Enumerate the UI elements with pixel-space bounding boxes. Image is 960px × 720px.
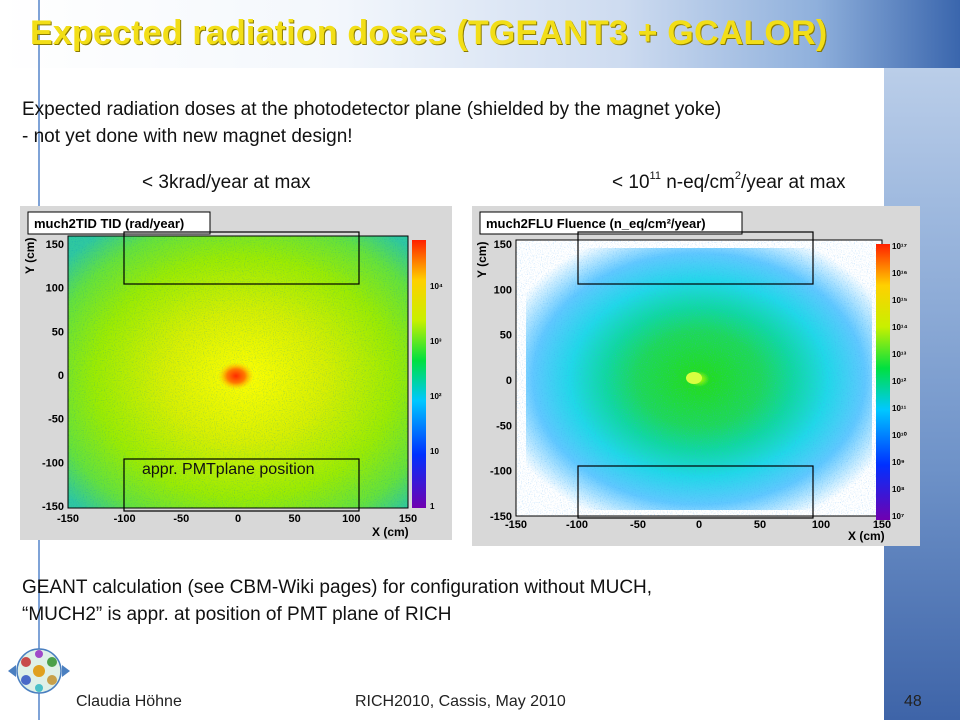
y-tick-label: 50 xyxy=(52,326,64,338)
palette-label: 10¹⁴ xyxy=(892,323,908,332)
y-tick-label: -150 xyxy=(490,511,512,523)
right-label-unit-exponent: 2 xyxy=(734,169,741,182)
palette-bar xyxy=(412,240,426,508)
y-tick-label: -100 xyxy=(490,466,512,478)
x-tick-label: -100 xyxy=(114,513,136,525)
x-tick-label: 50 xyxy=(289,513,301,525)
footer-event: RICH2010, Cassis, May 2010 xyxy=(355,693,566,710)
pmt-plane-box-bottom xyxy=(123,458,360,512)
histogram-title-box xyxy=(27,211,211,235)
palette-label: 10¹⁷ xyxy=(892,242,907,251)
palette-label: 10⁸ xyxy=(892,485,905,494)
x-tick-labels: -150 -100 -50 0 50 100 150 xyxy=(57,513,417,525)
palette-label: 10¹⁵ xyxy=(892,296,908,305)
right-label-middle: n-eq/cm xyxy=(660,172,735,193)
palette-label: 10 xyxy=(430,447,439,456)
plot-frame xyxy=(67,235,409,509)
slide-title: Expected radiation doses (TGEANT3 + GCAL… xyxy=(30,14,828,52)
right-label-exponent: 11 xyxy=(649,169,661,182)
title-bar xyxy=(0,0,960,68)
x-tick-label: 100 xyxy=(342,513,360,525)
palette-label: 10⁷ xyxy=(892,512,904,521)
x-tick-label: -50 xyxy=(173,513,189,525)
histogram-title: much2FLU Fluence (n_eq/cm²/year) xyxy=(486,216,706,231)
palette-label: 1 xyxy=(430,502,435,511)
palette-label: 10² xyxy=(430,392,442,401)
y-tick-label: 0 xyxy=(58,370,64,382)
fluence-histogram: much2FLU Fluence (n_eq/cm²/year) 10¹⁷ 10¹… xyxy=(472,206,920,546)
palette-label: 10¹³ xyxy=(892,350,907,359)
histogram-title-box xyxy=(479,211,743,235)
palette-bar xyxy=(876,244,890,520)
cbm-logo xyxy=(6,640,72,707)
palette-labels: 10¹⁷ 10¹⁶ 10¹⁵ 10¹⁴ 10¹³ 10¹² 10¹¹ 10¹⁰ 10⁹ 10⁸ 10… xyxy=(892,242,908,521)
x-axis-label: X (cm) xyxy=(372,525,409,539)
tid-hotspot xyxy=(218,362,254,390)
tid-histogram-svg: much2TID TID (rad/year) 10⁴ 10³ 10² 10 1 -15… xyxy=(20,206,452,540)
histogram-title: much2TID TID (rad/year) xyxy=(34,216,184,231)
intro-line-1: Expected radiation doses at the photodet… xyxy=(22,99,722,120)
y-tick-labels: 150 100 50 0 -50 -100 -150 xyxy=(42,239,64,513)
palette-label: 10¹¹ xyxy=(892,404,907,413)
x-tick-label: -150 xyxy=(57,513,79,525)
footer-page-number: 48 xyxy=(904,693,922,710)
note-line-1: GEANT calculation (see CBM-Wiki pages) f… xyxy=(22,577,653,598)
palette-label: 10³ xyxy=(430,337,442,346)
palette-label: 10¹⁶ xyxy=(892,269,908,278)
x-tick-label: 150 xyxy=(399,513,417,525)
palette-label: 10¹² xyxy=(892,377,907,386)
x-tick-label: -50 xyxy=(630,519,646,531)
cbm-logo-icon xyxy=(8,648,70,694)
y-tick-label: -100 xyxy=(42,457,64,469)
note-line-2: “MUCH2” is appr. at position of PMT plan… xyxy=(22,604,452,625)
y-tick-label: 0 xyxy=(506,375,512,387)
y-axis-label: Y (cm) xyxy=(23,238,37,274)
fluence-histogram-svg: much2FLU Fluence (n_eq/cm²/year) 10¹⁷10¹… xyxy=(472,206,920,546)
x-tick-label: 0 xyxy=(696,519,702,531)
y-tick-label: 100 xyxy=(494,284,512,296)
y-tick-label: 150 xyxy=(46,239,64,251)
pmt-plane-box-top xyxy=(577,231,814,285)
fluence-center-spot xyxy=(686,372,702,384)
pmt-plane-callout: appr. PMTplane position xyxy=(142,461,315,478)
x-tick-label: -100 xyxy=(566,519,588,531)
right-plot-label: < 1011 n-eq/cm2/year at max xyxy=(612,169,846,194)
palette-label: 10⁹ xyxy=(892,458,905,467)
x-tick-label: -150 xyxy=(505,519,527,531)
pmt-plane-box-top xyxy=(123,231,360,285)
tid-histogram: much2TID TID (rad/year) 10⁴ 10³ 10² 10 1 -15… xyxy=(20,206,452,540)
y-axis-label: Y (cm) xyxy=(475,242,489,278)
x-axis-label: X (cm) xyxy=(848,529,885,543)
y-tick-label: -50 xyxy=(496,420,512,432)
y-tick-labels: 150 100 50 0 -50 -100 -150 xyxy=(490,239,512,523)
palette-label: 10⁴ xyxy=(430,282,443,291)
pmt-plane-box-bottom xyxy=(577,465,814,519)
y-tick-label: 50 xyxy=(500,330,512,342)
y-tick-label: 150 xyxy=(494,239,512,251)
y-tick-label: -50 xyxy=(48,414,64,426)
right-label-suffix: /year at max xyxy=(740,172,846,193)
x-tick-label: 150 xyxy=(873,519,891,531)
x-tick-labels: -150 -100 -50 0 50 100 150 xyxy=(505,519,891,531)
intro-line-2: - not yet done with new magnet design! xyxy=(22,126,353,147)
palette-labels: 10⁴ 10³ 10² 10 1 xyxy=(430,282,443,511)
palette-label: 10¹⁰ xyxy=(892,431,908,440)
y-tick-label: 100 xyxy=(46,283,64,295)
x-tick-label: 100 xyxy=(812,519,830,531)
x-tick-label: 50 xyxy=(754,519,766,531)
y-tick-label: -150 xyxy=(42,501,64,513)
intro-text: Expected radiation doses at the photodet… xyxy=(22,96,902,150)
footer-author: Claudia Höhne xyxy=(76,693,182,710)
left-plot-label: < 3krad/year at max xyxy=(142,172,311,193)
right-label-prefix: < 10 xyxy=(612,172,650,193)
note-text: GEANT calculation (see CBM-Wiki pages) f… xyxy=(22,574,882,628)
x-tick-label: 0 xyxy=(235,513,241,525)
